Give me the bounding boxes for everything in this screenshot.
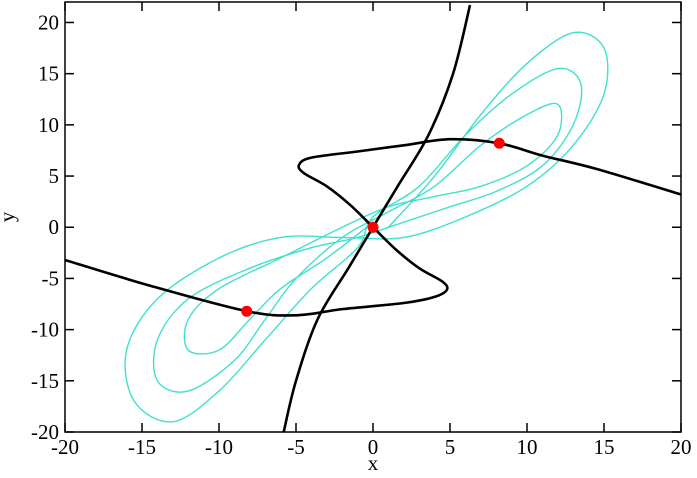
y-tick-label: 5	[49, 164, 60, 188]
trajectory-line	[65, 137, 681, 317]
x-tick-label: 15	[594, 435, 615, 459]
fixed-point	[367, 221, 379, 233]
x-axis-label: x	[368, 451, 379, 475]
y-tick-label: 15	[38, 62, 59, 86]
y-tick-label: -15	[31, 369, 59, 393]
x-tick-label: 0	[368, 435, 379, 459]
y-tick-label: 20	[38, 10, 59, 34]
x-tick-label: -5	[287, 435, 305, 459]
fixed-point	[241, 305, 253, 317]
trajectory-line	[282, 4, 472, 432]
y-tick-label: -5	[42, 266, 60, 290]
y-axis-label: y	[0, 211, 19, 222]
x-tick-label: -20	[51, 435, 79, 459]
x-tick-label: 10	[517, 435, 538, 459]
x-tick-label: 5	[445, 435, 456, 459]
x-tick-label: 20	[671, 435, 692, 459]
y-tick-label: -20	[31, 420, 59, 444]
x-tick-label: -10	[205, 435, 233, 459]
plot-area	[65, 4, 681, 432]
x-tick-label: -15	[128, 435, 156, 459]
trajectory-line	[124, 31, 609, 423]
fixed-point	[493, 137, 505, 149]
y-tick-label: -10	[31, 318, 59, 342]
y-tick-label: 0	[49, 215, 60, 239]
y-tick-label: 10	[38, 113, 59, 137]
